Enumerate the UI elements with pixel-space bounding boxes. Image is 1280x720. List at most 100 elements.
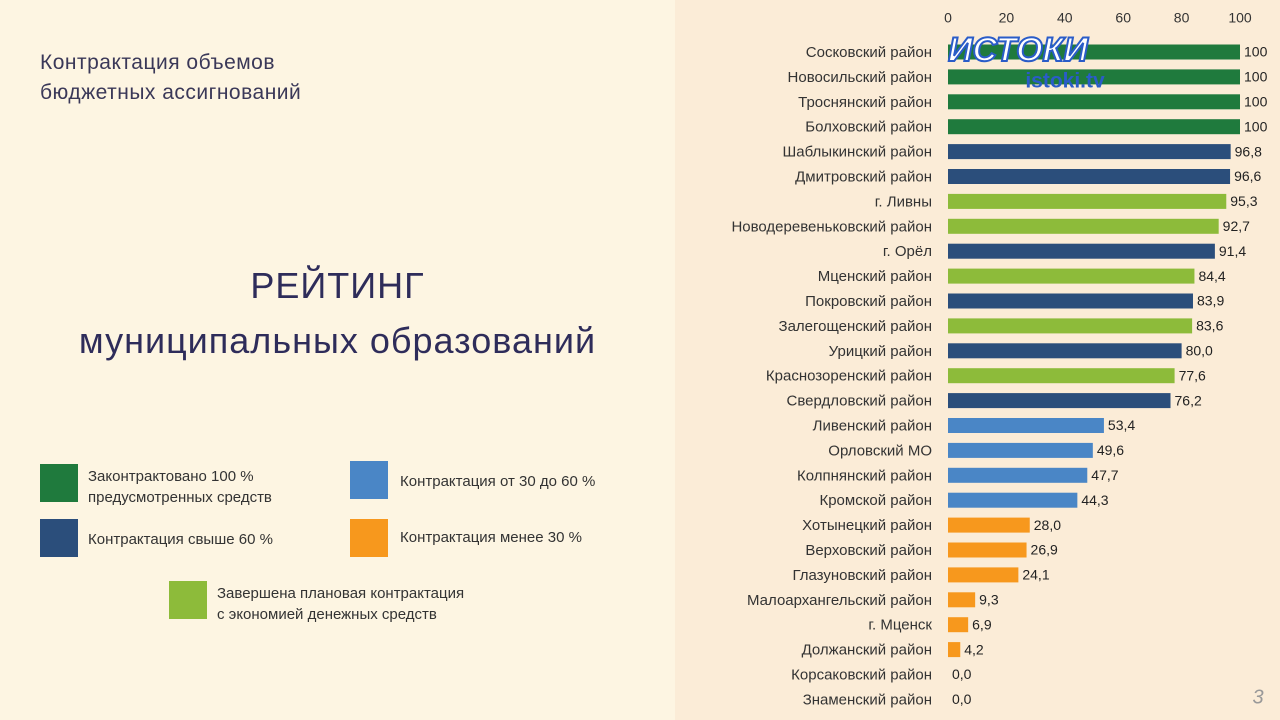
legend-label: Контрактация свыше 60 % bbox=[88, 531, 273, 548]
bar bbox=[948, 393, 1171, 409]
value-label: 53,4 bbox=[1108, 417, 1135, 433]
y-tick-label: Краснозоренский район bbox=[766, 368, 932, 385]
value-label: 96,8 bbox=[1235, 143, 1262, 159]
value-label: 28,0 bbox=[1034, 517, 1061, 533]
slide-header: Контрактация объемов бюджетных ассигнова… bbox=[40, 51, 302, 104]
y-tick-label: Малоархангельский район bbox=[747, 592, 932, 609]
value-label: 84,4 bbox=[1198, 268, 1225, 284]
y-tick-label: Троснянский район bbox=[798, 94, 932, 111]
y-tick-label: г. Ливны bbox=[875, 193, 932, 210]
bar bbox=[948, 592, 976, 608]
x-tick-label: 80 bbox=[1174, 10, 1190, 26]
value-label: 47,7 bbox=[1091, 467, 1118, 483]
y-tick-label: Новосильский район bbox=[788, 69, 932, 86]
legend-swatch bbox=[40, 464, 78, 502]
bar bbox=[948, 567, 1019, 583]
bar bbox=[948, 193, 1227, 209]
y-tick-label: Болховский район bbox=[805, 119, 932, 136]
value-label: 44,3 bbox=[1081, 492, 1108, 508]
value-label: 6,9 bbox=[972, 616, 992, 632]
y-tick-label: Новодеревеньковский район bbox=[731, 218, 932, 235]
y-tick-label: Дмитровский район bbox=[795, 168, 932, 185]
bar bbox=[948, 218, 1219, 234]
bar bbox=[948, 144, 1231, 160]
legend-swatch bbox=[40, 519, 78, 557]
value-label: 76,2 bbox=[1175, 392, 1202, 408]
value-label: 9,3 bbox=[979, 592, 999, 608]
value-label: 95,3 bbox=[1230, 193, 1257, 209]
bar bbox=[948, 293, 1193, 309]
y-tick-label: Орловский МО bbox=[828, 442, 932, 459]
y-tick-label: Свердловский район bbox=[787, 393, 932, 410]
x-tick-label: 100 bbox=[1228, 10, 1252, 26]
bar bbox=[948, 343, 1182, 359]
value-label: 4,2 bbox=[964, 641, 984, 657]
y-tick-label: Колпнянский район bbox=[797, 467, 932, 484]
y-tick-label: Шаблыкинский район bbox=[783, 144, 932, 161]
y-tick-label: Должанский район bbox=[802, 642, 932, 659]
y-tick-label: Знаменский район bbox=[803, 691, 932, 708]
page-number: 3 bbox=[1252, 686, 1263, 708]
y-tick-label: Хотынецкий район bbox=[802, 517, 932, 534]
value-label: 100 bbox=[1244, 118, 1268, 134]
logo: ИСТОКИ bbox=[948, 31, 1089, 69]
value-label: 100 bbox=[1244, 69, 1268, 85]
value-label: 91,4 bbox=[1219, 243, 1246, 259]
bar bbox=[948, 94, 1240, 110]
value-label: 96,6 bbox=[1234, 168, 1261, 184]
slide-title: РЕЙТИНГ муниципальных образований bbox=[78, 265, 597, 361]
logo-url: istoki.tv bbox=[1025, 70, 1105, 93]
x-tick-label: 20 bbox=[999, 10, 1015, 26]
bar bbox=[948, 418, 1104, 433]
value-label: 100 bbox=[1244, 44, 1268, 60]
legend-swatch bbox=[169, 581, 207, 619]
x-tick-label: 60 bbox=[1115, 10, 1131, 26]
bar bbox=[948, 517, 1030, 533]
legend-label: Контрактация менее 30 % bbox=[400, 529, 582, 546]
bar bbox=[948, 318, 1193, 334]
legend-label: Законтрактовано 100 % предусмотренных ср… bbox=[88, 468, 272, 506]
legend-swatch bbox=[350, 519, 388, 557]
value-label: 83,9 bbox=[1197, 293, 1224, 309]
value-label: 49,6 bbox=[1097, 442, 1124, 458]
bar bbox=[948, 542, 1027, 558]
bar bbox=[948, 119, 1240, 135]
value-label: 92,7 bbox=[1223, 218, 1250, 234]
legend-label: Завершена плановая контрактация с эконом… bbox=[217, 585, 465, 623]
y-tick-label: Покровский район bbox=[805, 293, 932, 310]
y-tick-label: Залегощенский район bbox=[779, 318, 932, 335]
y-tick-label: Ливенский район bbox=[813, 417, 932, 434]
legend-swatch bbox=[350, 461, 388, 499]
bar bbox=[948, 442, 1093, 458]
value-label: 100 bbox=[1244, 94, 1268, 110]
bar bbox=[948, 642, 961, 658]
y-tick-label: г. Орёл bbox=[883, 243, 932, 260]
y-tick-label: Глазуновский район bbox=[792, 567, 932, 584]
bar bbox=[948, 467, 1088, 483]
bar bbox=[948, 268, 1195, 284]
value-label: 0,0 bbox=[952, 666, 972, 682]
bar bbox=[948, 44, 1240, 60]
value-label: 80,0 bbox=[1186, 343, 1213, 359]
y-tick-label: Урицкий район bbox=[829, 343, 932, 360]
value-label: 77,6 bbox=[1179, 367, 1206, 383]
y-tick-label: Корсаковский район bbox=[791, 666, 932, 683]
value-label: 83,6 bbox=[1196, 318, 1223, 334]
y-tick-label: Кромской район bbox=[819, 492, 932, 509]
bar bbox=[948, 617, 969, 633]
bar bbox=[948, 69, 1240, 85]
value-label: 24,1 bbox=[1022, 567, 1049, 583]
y-tick-label: Верховский район bbox=[805, 542, 932, 559]
bar bbox=[948, 368, 1175, 384]
value-label: 26,9 bbox=[1031, 542, 1058, 558]
y-tick-label: Мценский район bbox=[818, 268, 932, 285]
bar bbox=[948, 492, 1078, 508]
y-tick-label: Сосковский район bbox=[806, 44, 932, 61]
y-tick-label: г. Мценск bbox=[868, 617, 932, 634]
bar bbox=[948, 243, 1215, 259]
bar bbox=[948, 169, 1231, 184]
x-tick-label: 0 bbox=[944, 10, 952, 26]
legend-label: Контрактация от 30 до 60 % bbox=[400, 473, 596, 490]
x-tick-label: 40 bbox=[1057, 10, 1073, 26]
